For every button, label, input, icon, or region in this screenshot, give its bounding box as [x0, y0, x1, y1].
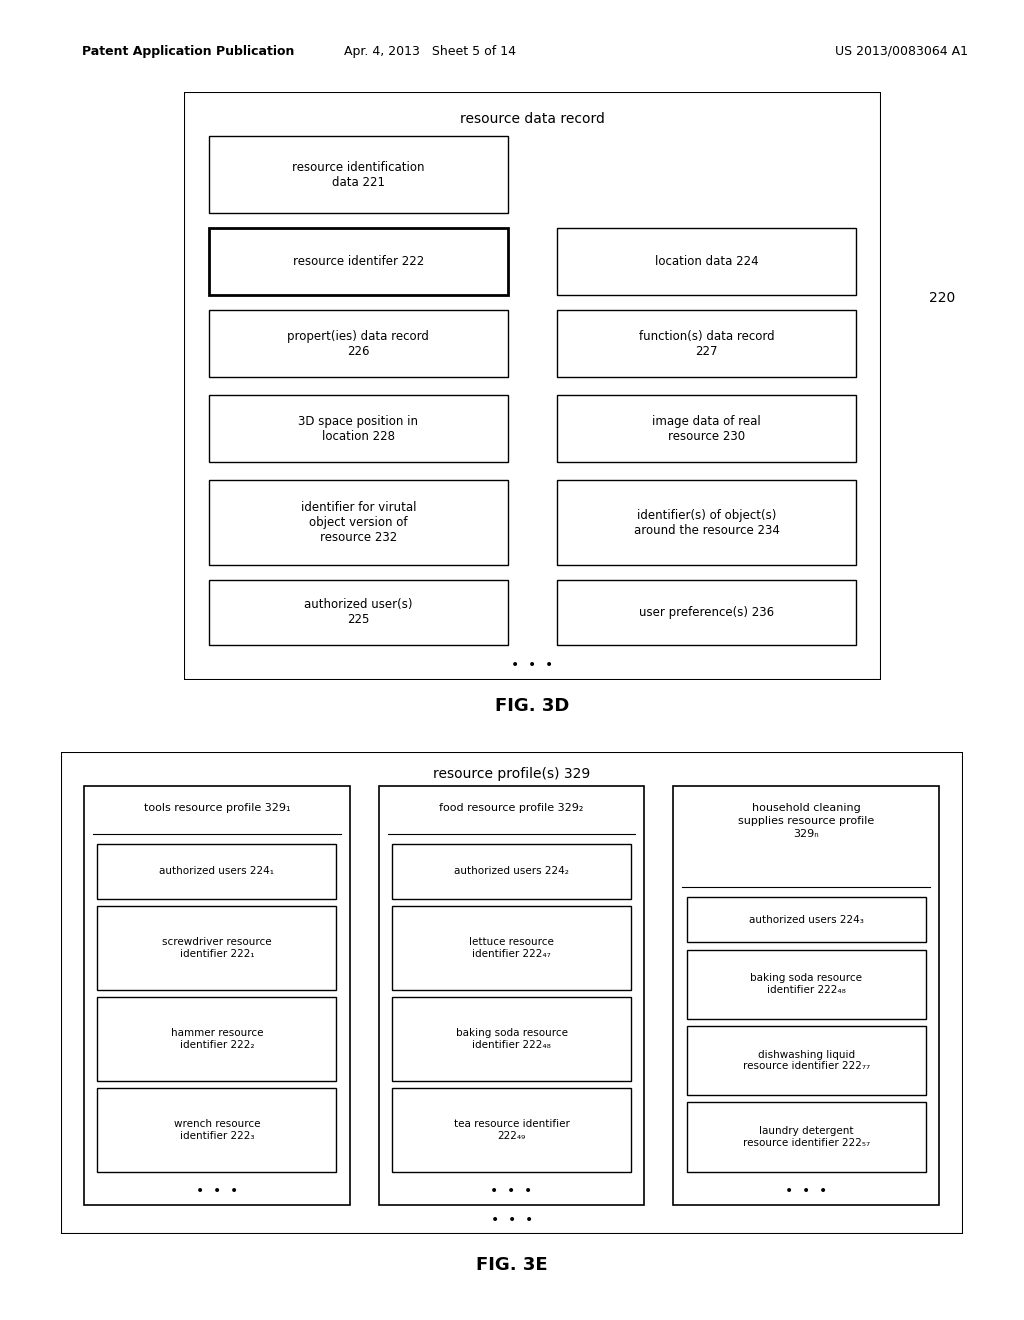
FancyBboxPatch shape	[557, 480, 856, 565]
Text: household cleaning
supplies resource profile
329ₙ: household cleaning supplies resource pro…	[738, 803, 874, 840]
Text: dishwashing liquid
resource identifier 222₇₇: dishwashing liquid resource identifier 2…	[742, 1049, 869, 1072]
FancyBboxPatch shape	[209, 395, 508, 462]
FancyBboxPatch shape	[557, 579, 856, 644]
FancyBboxPatch shape	[209, 136, 508, 213]
Text: authorized users 224₁: authorized users 224₁	[160, 866, 274, 876]
Text: lettuce resource
identifier 222₄₇: lettuce resource identifier 222₄₇	[469, 937, 554, 958]
Text: function(s) data record
227: function(s) data record 227	[639, 330, 774, 358]
Text: hammer resource
identifier 222₂: hammer resource identifier 222₂	[171, 1028, 263, 1049]
FancyBboxPatch shape	[97, 907, 336, 990]
Text: identifier(s) of object(s)
around the resource 234: identifier(s) of object(s) around the re…	[634, 508, 779, 537]
Text: screwdriver resource
identifier 222₁: screwdriver resource identifier 222₁	[162, 937, 271, 958]
Text: tea resource identifier
222₄₉: tea resource identifier 222₄₉	[454, 1119, 569, 1140]
Text: •  •  •: • • •	[196, 1184, 238, 1197]
FancyBboxPatch shape	[557, 310, 856, 378]
FancyBboxPatch shape	[392, 1088, 631, 1172]
FancyBboxPatch shape	[557, 395, 856, 462]
Text: Patent Application Publication: Patent Application Publication	[82, 45, 294, 58]
Text: identifier for virutal
object version of
resource 232: identifier for virutal object version of…	[301, 502, 416, 544]
FancyBboxPatch shape	[392, 907, 631, 990]
FancyBboxPatch shape	[674, 787, 939, 1205]
FancyBboxPatch shape	[209, 480, 508, 565]
FancyBboxPatch shape	[687, 949, 926, 1019]
FancyBboxPatch shape	[557, 227, 856, 296]
Text: wrench resource
identifier 222₃: wrench resource identifier 222₃	[174, 1119, 260, 1140]
FancyBboxPatch shape	[97, 1088, 336, 1172]
Text: user preference(s) 236: user preference(s) 236	[639, 606, 774, 619]
FancyBboxPatch shape	[687, 898, 926, 942]
Text: image data of real
resource 230: image data of real resource 230	[652, 414, 761, 442]
Text: •  •  •: • • •	[511, 659, 554, 672]
Text: resource identifer 222: resource identifer 222	[293, 255, 424, 268]
Text: Apr. 4, 2013   Sheet 5 of 14: Apr. 4, 2013 Sheet 5 of 14	[344, 45, 516, 58]
FancyBboxPatch shape	[209, 227, 508, 296]
Text: laundry detergent
resource identifier 222₅₇: laundry detergent resource identifier 22…	[742, 1126, 869, 1148]
Text: baking soda resource
identifier 222₄₈: baking soda resource identifier 222₄₈	[456, 1028, 567, 1049]
Text: food resource profile 329₂: food resource profile 329₂	[439, 803, 584, 813]
Text: •  •  •: • • •	[785, 1184, 827, 1197]
Text: authorized users 224₂: authorized users 224₂	[454, 866, 569, 876]
FancyBboxPatch shape	[184, 92, 881, 680]
Text: authorized user(s)
225: authorized user(s) 225	[304, 598, 413, 626]
Text: authorized users 224₃: authorized users 224₃	[749, 915, 863, 925]
Text: 3D space position in
location 228: 3D space position in location 228	[298, 414, 419, 442]
FancyBboxPatch shape	[97, 997, 336, 1081]
Text: FIG. 3E: FIG. 3E	[476, 1255, 548, 1274]
FancyBboxPatch shape	[392, 843, 631, 899]
Text: tools resource profile 329₁: tools resource profile 329₁	[143, 803, 290, 813]
Text: US 2013/0083064 A1: US 2013/0083064 A1	[835, 45, 968, 58]
Text: resource identification
data 221: resource identification data 221	[292, 161, 425, 189]
FancyBboxPatch shape	[209, 579, 508, 644]
Text: propert(ies) data record
226: propert(ies) data record 226	[288, 330, 429, 358]
FancyBboxPatch shape	[209, 310, 508, 378]
Text: baking soda resource
identifier 222₄₈: baking soda resource identifier 222₄₈	[751, 973, 862, 995]
FancyBboxPatch shape	[61, 752, 963, 1234]
Text: •  •  •: • • •	[490, 1184, 532, 1197]
Text: resource profile(s) 329: resource profile(s) 329	[433, 767, 591, 781]
Text: resource data record: resource data record	[460, 112, 605, 125]
FancyBboxPatch shape	[97, 843, 336, 899]
FancyBboxPatch shape	[379, 787, 644, 1205]
FancyBboxPatch shape	[392, 997, 631, 1081]
FancyBboxPatch shape	[84, 787, 350, 1205]
Text: FIG. 3D: FIG. 3D	[496, 697, 569, 715]
Text: 220: 220	[930, 290, 955, 305]
Text: location data 224: location data 224	[654, 255, 759, 268]
FancyBboxPatch shape	[687, 1026, 926, 1096]
Text: •  •  •: • • •	[490, 1213, 534, 1226]
FancyBboxPatch shape	[687, 1102, 926, 1172]
